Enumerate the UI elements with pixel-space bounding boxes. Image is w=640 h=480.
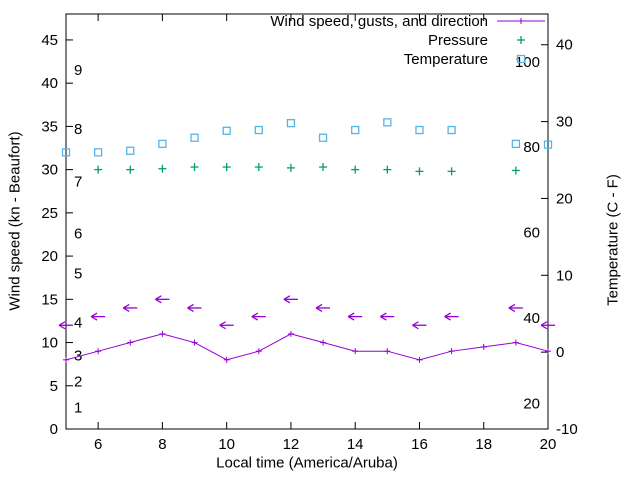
beaufort-scale-label: 2 <box>74 373 82 390</box>
fahrenheit-scale-label: 40 <box>523 310 540 327</box>
wind-speed-tick-label: 5 <box>50 378 58 395</box>
x-tick-label: 8 <box>158 436 166 453</box>
wind-speed-tick-label: 35 <box>41 118 58 135</box>
legend-label: Wind speed, gusts, and direction <box>270 13 488 30</box>
fahrenheit-scale-label: 60 <box>523 225 540 242</box>
series-pressure <box>94 163 520 176</box>
left-axis-title: Wind speed (kn - Beaufort) <box>6 131 24 311</box>
series-temperature <box>61 118 553 157</box>
beaufort-scale-label: 6 <box>74 226 82 243</box>
x-tick-label: 10 <box>218 436 235 453</box>
wind-speed-tick-label: 10 <box>41 335 58 352</box>
celsius-tick-label: 0 <box>556 344 564 361</box>
wind-speed-tick-label: 0 <box>50 421 58 438</box>
wind-speed-tick-label: 25 <box>41 205 58 222</box>
x-axis-title: Local time (America/Aruba) <box>216 454 398 472</box>
celsius-tick-label: 30 <box>556 114 573 131</box>
beaufort-scale-label: 5 <box>74 265 82 282</box>
series-wind-speed <box>63 330 551 363</box>
x-axis: 6 8 10 12 14 16 18 20 <box>94 14 556 453</box>
legend: Wind speed, gusts, and direction Pressure… <box>270 13 545 68</box>
x-tick-label: 14 <box>347 436 364 453</box>
fahrenheit-scale-label: 100 <box>515 54 540 71</box>
wind-speed-tick-label: 15 <box>41 291 58 308</box>
celsius-tick-label: 10 <box>556 267 573 284</box>
x-tick-label: 12 <box>283 436 300 453</box>
fahrenheit-scale-label: 80 <box>523 139 540 156</box>
series-gusts-direction <box>58 295 555 330</box>
wind-speed-tick-label: 30 <box>41 162 58 179</box>
right-axis-title: Temperature (C - F) <box>604 174 622 306</box>
beaufort-scale-label: 7 <box>74 174 82 191</box>
wind-speed-tick-label: 40 <box>41 75 58 92</box>
beaufort-scale-label: 9 <box>74 62 82 79</box>
x-tick-label: 20 <box>540 436 557 453</box>
celsius-tick-label: -10 <box>556 421 578 438</box>
wind-speed-tick-label: 45 <box>41 32 58 49</box>
wind-speed-tick-label: 20 <box>41 248 58 265</box>
fahrenheit-scale-label: 20 <box>523 395 540 412</box>
beaufort-scale-label: 1 <box>74 399 82 416</box>
x-tick-label: 16 <box>411 436 428 453</box>
y-axis-right: -10 0 10 20 30 40 20 40 60 80 100 <box>515 37 578 438</box>
x-tick-label: 6 <box>94 436 102 453</box>
beaufort-scale-label: 3 <box>74 348 82 365</box>
plot-frame <box>65 13 549 430</box>
celsius-tick-label: 40 <box>556 37 573 54</box>
legend-label: Pressure <box>428 32 488 49</box>
beaufort-scale-label: 8 <box>74 121 82 138</box>
x-tick-label: 18 <box>475 436 492 453</box>
beaufort-scale-label: 4 <box>74 315 82 332</box>
legend-label: Temperature <box>404 51 488 68</box>
celsius-tick-label: 20 <box>556 190 573 207</box>
